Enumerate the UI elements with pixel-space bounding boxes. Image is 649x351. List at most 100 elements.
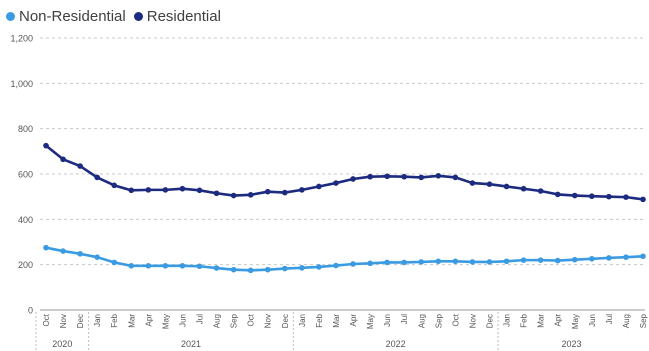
year-label: 2021: [181, 339, 201, 349]
data-point[interactable]: [571, 256, 578, 263]
data-point[interactable]: [418, 174, 425, 181]
data-point[interactable]: [350, 261, 356, 267]
data-point[interactable]: [367, 173, 373, 180]
data-point[interactable]: [350, 176, 356, 182]
data-point[interactable]: [43, 244, 49, 251]
data-point[interactable]: [606, 255, 612, 261]
data-point[interactable]: [554, 191, 561, 198]
data-point[interactable]: [247, 267, 254, 274]
x-tick-label: Sep: [434, 313, 443, 328]
data-point[interactable]: [230, 266, 237, 273]
data-point[interactable]: [503, 183, 510, 190]
x-tick-label: Apr: [554, 314, 563, 327]
data-point[interactable]: [571, 192, 578, 199]
data-point[interactable]: [299, 187, 305, 193]
x-tick-label: Jan: [503, 314, 512, 327]
legend-label-residential: Residential: [146, 7, 221, 25]
data-point[interactable]: [503, 258, 510, 265]
data-point[interactable]: [196, 187, 203, 194]
data-point[interactable]: [452, 258, 459, 265]
data-point[interactable]: [520, 257, 527, 263]
data-point[interactable]: [230, 192, 237, 199]
x-tick-label: Jul: [400, 314, 409, 324]
x-tick-label: Apr: [144, 314, 153, 327]
data-point[interactable]: [435, 173, 442, 179]
data-point[interactable]: [282, 189, 288, 196]
data-point[interactable]: [469, 180, 476, 186]
data-point[interactable]: [554, 257, 561, 264]
data-point[interactable]: [77, 163, 83, 169]
x-tick-label: Dec: [485, 314, 494, 328]
x-tick-label: Oct: [42, 313, 51, 326]
data-point[interactable]: [384, 173, 390, 180]
data-point[interactable]: [316, 183, 322, 190]
data-point[interactable]: [213, 190, 220, 197]
data-point[interactable]: [520, 185, 527, 192]
gridlines: [40, 37, 645, 266]
data-point[interactable]: [179, 263, 186, 269]
x-tick-label: Aug: [417, 314, 426, 328]
data-point[interactable]: [213, 265, 220, 271]
data-point[interactable]: [162, 187, 169, 193]
series-line: [45, 246, 644, 272]
data-point[interactable]: [60, 156, 66, 163]
year-label: 2023: [561, 339, 581, 349]
data-point[interactable]: [367, 260, 373, 267]
x-tick-label: Mar: [127, 314, 136, 328]
data-point[interactable]: [452, 174, 459, 181]
legend-label-non-residential: Non-Residential: [19, 7, 126, 25]
data-point[interactable]: [435, 258, 442, 265]
x-tick-label: May: [366, 314, 375, 329]
data-point[interactable]: [94, 254, 100, 260]
data-point[interactable]: [316, 264, 322, 270]
data-point[interactable]: [401, 173, 408, 180]
data-point[interactable]: [196, 263, 203, 270]
data-point[interactable]: [162, 263, 169, 269]
data-point[interactable]: [418, 259, 425, 265]
data-point[interactable]: [299, 265, 305, 271]
data-point[interactable]: [264, 266, 271, 273]
data-point[interactable]: [145, 187, 152, 193]
data-point[interactable]: [282, 265, 288, 272]
x-tick-label: Nov: [264, 314, 273, 328]
data-point[interactable]: [94, 174, 100, 181]
x-tick-label: Mar: [332, 314, 341, 328]
data-point[interactable]: [43, 142, 49, 149]
data-point[interactable]: [623, 254, 629, 260]
data-point[interactable]: [401, 259, 408, 266]
data-point[interactable]: [640, 253, 646, 260]
legend-item-non-residential[interactable]: Non-Residential: [6, 8, 126, 25]
data-point[interactable]: [606, 193, 612, 200]
data-point[interactable]: [145, 263, 152, 269]
x-tick-label: Jul: [605, 314, 614, 324]
data-point[interactable]: [623, 194, 629, 200]
data-point[interactable]: [128, 263, 135, 269]
data-point[interactable]: [264, 188, 271, 195]
data-point[interactable]: [537, 257, 544, 263]
y-tick-label: 600: [18, 170, 33, 180]
data-point[interactable]: [128, 187, 135, 194]
series-layer: [43, 142, 646, 274]
data-point[interactable]: [486, 181, 493, 187]
data-point[interactable]: [589, 193, 595, 200]
data-point[interactable]: [486, 259, 493, 265]
legend-item-residential[interactable]: Residential: [133, 7, 221, 25]
data-point[interactable]: [384, 259, 390, 266]
series-residential: [43, 142, 646, 203]
data-point[interactable]: [60, 248, 66, 254]
data-point[interactable]: [537, 188, 544, 194]
data-point[interactable]: [77, 250, 83, 257]
data-point[interactable]: [469, 259, 476, 265]
data-point[interactable]: [640, 196, 646, 203]
data-point[interactable]: [333, 262, 339, 269]
data-point[interactable]: [111, 182, 118, 189]
data-point[interactable]: [179, 185, 186, 192]
x-tick-label: Jun: [383, 314, 392, 327]
year-label: 2022: [386, 339, 406, 349]
data-point[interactable]: [111, 259, 118, 266]
data-point[interactable]: [333, 180, 339, 186]
x-tick-label: Oct: [451, 313, 460, 326]
data-point[interactable]: [589, 255, 595, 262]
x-tick-label: Dec: [76, 314, 85, 328]
data-point[interactable]: [247, 192, 254, 198]
